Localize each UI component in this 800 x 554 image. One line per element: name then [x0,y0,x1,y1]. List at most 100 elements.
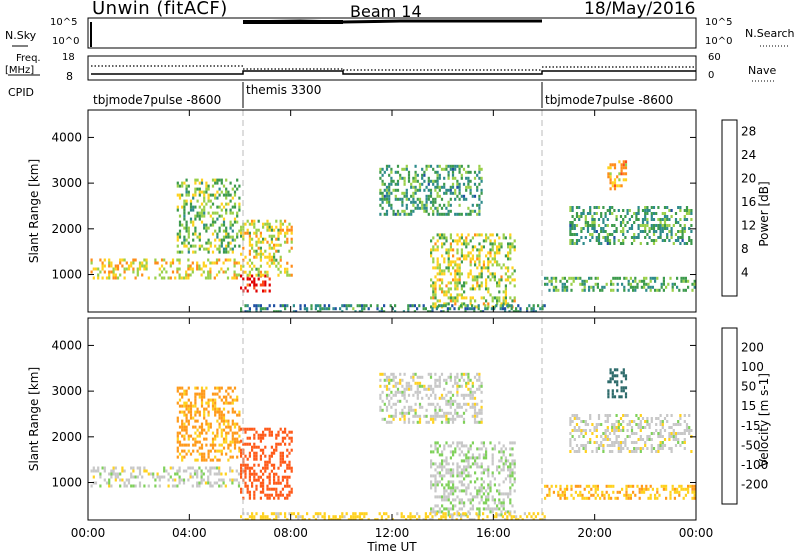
echo-cell [456,299,459,303]
echo-cell [255,267,258,271]
echo-cell [207,270,210,274]
echo-cell [456,194,459,198]
echo-cell [465,393,468,397]
echo-cell [502,453,505,457]
echo-cell [476,465,479,469]
echo-cell [290,487,293,491]
echo-cell [438,378,441,382]
echo-cell [469,191,472,195]
echo-cell [240,454,243,458]
echo-cell [231,247,234,251]
echo-cell [257,445,260,449]
echo-cell [238,229,241,233]
echo-cell [284,270,287,274]
echo-cell [200,181,204,185]
echo-cell [286,261,289,265]
echo-cell [608,438,612,441]
echo-cell [183,410,186,414]
echo-cell [441,269,444,273]
echo-cell [569,242,572,245]
echo-cell [601,285,604,289]
echo-cell [471,518,474,520]
echo-cell [456,411,459,415]
echo-cell [451,417,455,421]
echo-cell [465,492,468,496]
echo-cell [388,200,391,204]
echo-cell [500,275,503,279]
echo-cell [381,194,384,198]
echo-cell [511,504,514,508]
echo-cell [253,493,256,497]
echo-cell [500,468,503,472]
echo-cell [350,304,353,308]
echo-cell [504,477,507,481]
echo-cell [412,408,415,412]
echo-cell [354,512,357,516]
echo-cell [203,190,206,194]
echo-cell [626,221,629,224]
echo-cell [507,465,510,469]
echo-cell [270,228,273,232]
echo-cell [460,293,463,297]
echo-cell [454,489,457,493]
echo-cell [458,453,461,457]
echo-cell [623,493,626,497]
echo-cell [644,444,647,447]
echo-cell [194,190,197,194]
echo-cell [262,448,265,452]
echo-cell [476,266,479,270]
echo-cell [447,486,450,490]
echo-cell [555,285,558,289]
echo-cell [163,466,166,470]
echo-cell [216,410,219,414]
echo-cell [474,245,477,249]
echo-cell [378,512,381,516]
echo-cell [328,304,331,308]
echo-cell [259,252,262,256]
echo-cell [618,490,621,494]
echo-cell [643,487,646,491]
echo-cell [607,484,610,488]
echo-cell [563,282,566,286]
echo-cell [635,447,638,450]
echo-cell [114,466,117,470]
echo-cell [436,248,439,252]
echo-cell [607,172,610,176]
echo-cell [447,209,450,213]
echo-cell [143,484,146,488]
colorbar-tick-label: 24 [741,148,756,162]
echo-cell [412,375,415,379]
echo-cell [441,290,444,294]
echo-cell [193,469,197,473]
echo-cell [158,478,161,482]
echo-cell [132,466,135,470]
echo-cell [600,215,603,218]
echo-cell [369,304,372,308]
echo-cell [508,310,511,312]
echo-cell [611,371,614,375]
echo-cell [452,453,455,457]
echo-cell [506,515,509,519]
echo-cell [392,212,395,216]
echo-cell [493,444,496,448]
echo-cell [396,390,400,394]
echo-cell [405,518,408,520]
echo-cell [196,392,199,396]
echo-cell [268,283,271,287]
echo-cell [464,307,467,311]
echo-cell [257,304,260,308]
echo-cell [641,447,645,450]
echo-cell [259,231,262,235]
echo-cell [496,299,499,303]
echo-cell [434,489,437,493]
echo-cell [284,512,287,516]
echo-cell [666,215,669,218]
echo-cell [622,227,625,230]
echo-cell [548,288,551,292]
echo-cell [502,498,505,502]
echo-cell [685,423,689,426]
echo-cell [425,393,428,397]
echo-cell [449,513,452,517]
echo-cell [216,386,219,390]
echo-cell [262,252,265,256]
